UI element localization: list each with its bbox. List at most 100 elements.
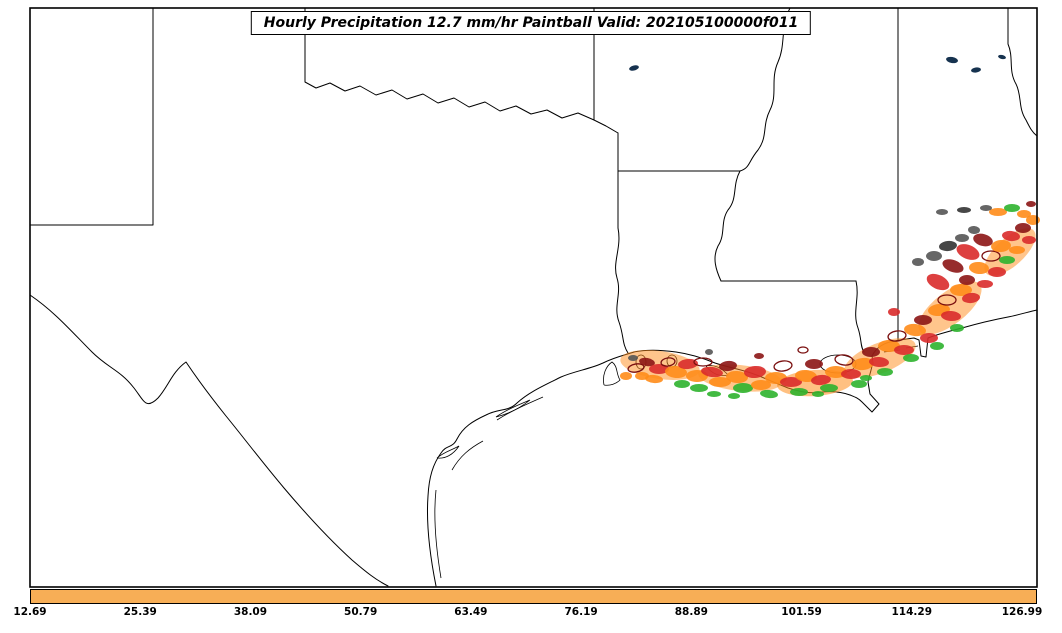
paintball-blob [941,310,961,322]
paintball-blob [877,368,893,376]
paintball-blob [760,389,778,399]
state-boundaries [29,7,1038,587]
colorbar-tick-label: 101.59 [781,606,822,618]
paintball-blob [988,267,1006,277]
paintball-blob [726,370,748,384]
paintball-blob [980,205,992,211]
title-box: Hourly Precipitation 12.7 mm/hr Paintbal… [250,11,812,35]
paintball-blob [795,369,817,383]
paintball-blob [950,284,972,296]
paintball-blob [869,356,889,368]
colorbar-tick-label: 38.09 [233,606,268,618]
border-alabama-georgia [1007,7,1038,137]
colorbar-tick-label: 25.39 [123,606,157,618]
border-mississippi-river [714,7,791,282]
border-red-river [304,7,619,134]
small-lakes [629,54,1006,73]
paintball-blob [649,364,669,374]
small-lake [946,56,958,64]
paintball-blob [660,357,676,367]
paintball-blob [962,292,980,304]
border-newmexico-texas [29,7,154,226]
paintball-blob [820,384,838,392]
corpus-christi-bay [436,445,460,459]
paintball-blob [939,240,957,252]
paintball-blob [957,207,971,213]
paintball-blob [780,377,802,387]
paintball-blob [989,208,1007,216]
paintball-blob [754,353,764,359]
paintball-blob [904,323,926,337]
map-title: Hourly Precipitation 12.7 mm/hr Paintbal… [263,15,799,31]
paintball-blob [1017,210,1031,218]
paintball-blob [903,354,919,362]
small-lake [998,54,1006,60]
paintball-blobs [620,201,1040,399]
paintball-blob [956,244,980,260]
paintball-blob [797,346,809,354]
paintball-blob [733,383,753,393]
paintball-blob [887,330,907,342]
paintball-blob [790,388,808,396]
paintball-blob [707,391,721,397]
paintball-blob [999,256,1015,264]
colorbar-tick-labels: 12.69 25.39 38.09 50.79 63.49 76.19 88.89 101.5… [0,606,1062,622]
paintball-blob [805,359,823,369]
paintball-blob [991,239,1011,253]
coast-texas [426,351,635,587]
paintball-blob [981,250,1001,262]
paintball-blob [751,380,771,390]
paintball-blob [959,275,975,285]
paintball-blob [645,374,663,384]
paintball-blob [674,380,690,388]
colorbar-tick-label: 88.89 [674,606,708,618]
map-background [30,8,1037,587]
colorbar [30,589,1037,604]
paintball-blob [627,363,645,373]
map-frame [29,7,1038,588]
paintball-blob [862,347,880,357]
paintball-blob [719,360,737,372]
paintball-blob [744,365,766,379]
paintball-blob [926,273,950,291]
colorbar-tick-label: 76.19 [564,606,598,618]
paintball-blob [950,324,964,332]
paintball-blob [926,251,942,261]
paintball-blob [968,225,980,235]
paintball-blob [851,380,867,388]
paintball-blob [773,360,793,372]
colorbar-tick-label: 63.49 [454,606,488,618]
paintball-blob [852,357,874,371]
paintball-blob [942,259,964,273]
paintball-blob [977,280,993,288]
paintball-blob [930,342,944,350]
paintball-blob [709,377,731,387]
paintball-blob [937,294,957,306]
border-rio-grande [29,294,389,587]
paintball-blob [1002,230,1020,242]
paintball-blob [969,261,989,275]
paintball-blob [678,358,698,370]
paintball-blob [620,372,632,380]
barrier-island-mustang [451,440,484,471]
paintball-blob [1022,236,1036,244]
paintball-blob [894,345,914,355]
colorbar-tick-label: 126.99 [1001,606,1043,618]
paintball-blob [812,391,824,397]
paintball-blob [860,375,872,381]
paintball-blob [834,354,854,366]
paintball-blob [1004,204,1020,212]
paintball-blob [1015,223,1031,233]
small-lake [629,65,639,71]
colorbar-tick-label: 12.69 [13,606,47,618]
paintball-blob [841,369,861,379]
paintball-blob [1026,201,1036,207]
paintball-blob [701,366,723,378]
border-texas-louisiana [615,132,629,354]
border-pearl-river [855,280,865,353]
paintball-blob [973,233,993,247]
paintball-blob [705,349,713,355]
barrier-island-padre [434,489,442,579]
